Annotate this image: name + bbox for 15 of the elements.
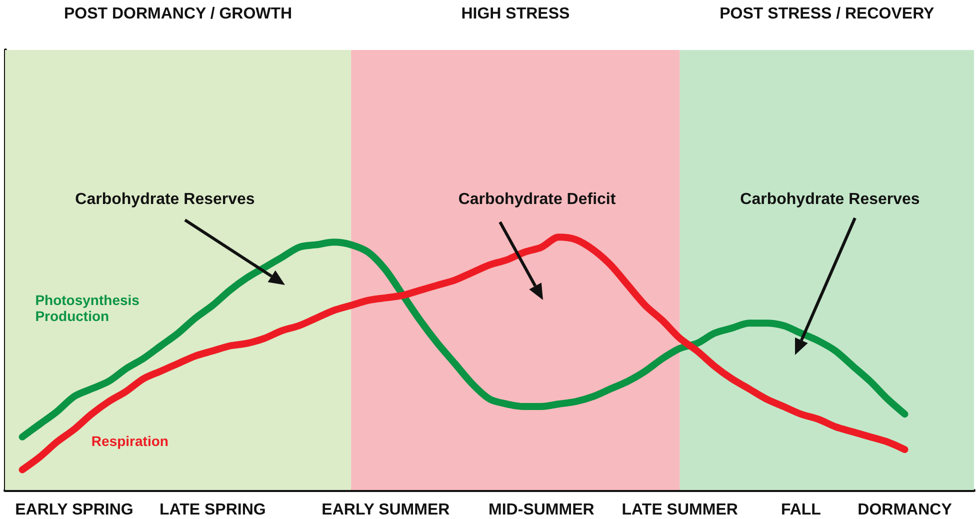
x-tick-label: DORMANCY [858,502,952,518]
text: Carbohydrate Reserves [740,191,920,209]
x-tick-label: MID-SUMMER [488,502,595,518]
text: HIGH STRESS [461,6,570,22]
x-tick-label: LATE SPRING [159,502,266,518]
text: POST STRESS / RECOVERY [720,6,935,22]
x-tick-label: FALL [780,502,822,518]
x-tick-label: EARLY SUMMER [322,502,450,518]
series-label: Respiration [91,432,170,449]
x-tick-label: LATE SUMMER [622,502,738,518]
text: Carbohydrate Deficit [458,191,616,209]
x-tick-label: EARLY SPRING [15,502,134,518]
text: POST DORMANCY / GROWTH [64,6,292,22]
text: Photosynthesis Production [35,292,140,324]
text: Carbohydrate Reserves [75,191,255,209]
